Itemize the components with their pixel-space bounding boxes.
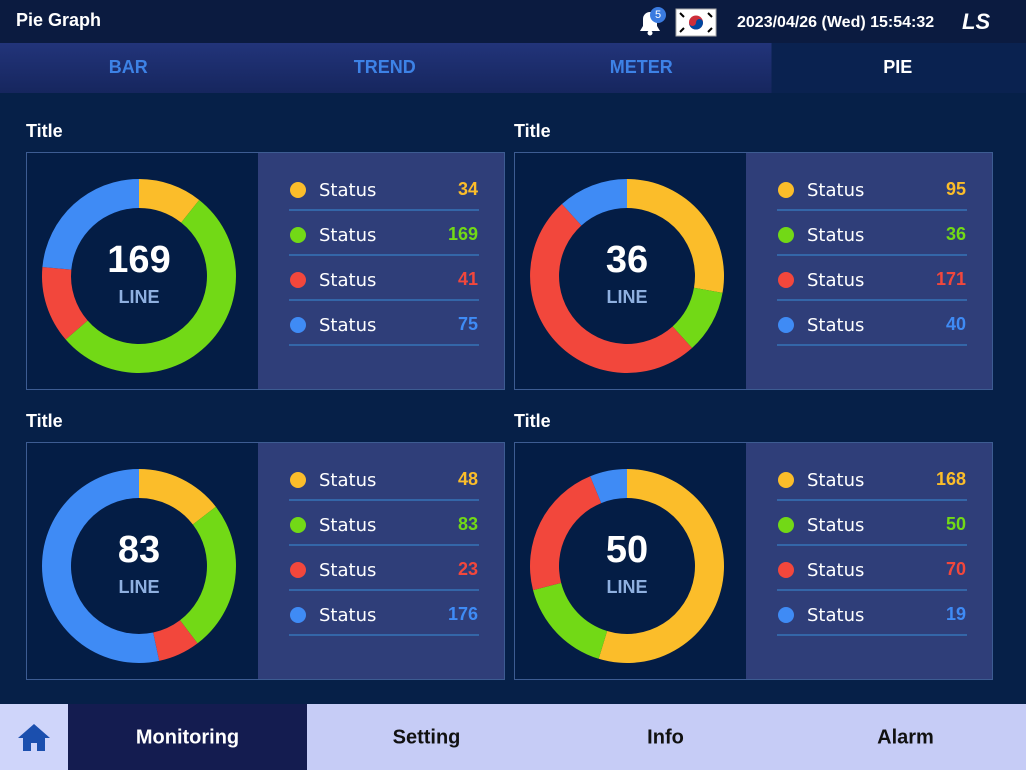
legend-value: 23 [458, 559, 478, 579]
legend-dot [290, 317, 306, 333]
donut-segment [42, 266, 88, 340]
center-label: LINE [606, 287, 647, 307]
center-label: LINE [118, 577, 159, 597]
donut-segment [180, 506, 236, 644]
legend-value: 34 [458, 179, 478, 199]
flag-icon[interactable] [675, 8, 717, 37]
nav-active[interactable] [68, 704, 307, 770]
legend-value: 75 [458, 314, 478, 334]
legend-value: 70 [946, 559, 966, 579]
legend-dot [778, 272, 794, 288]
tab-label[interactable]: METER [610, 57, 673, 77]
tab-label[interactable]: BAR [109, 57, 148, 77]
tab-label[interactable]: TREND [354, 57, 416, 77]
bell-icon[interactable]: 5 [640, 7, 666, 36]
legend-dot [778, 472, 794, 488]
legend-dot [290, 182, 306, 198]
legend-label: Status [807, 270, 864, 291]
donut-segment [41, 469, 160, 663]
legend-dot [778, 317, 794, 333]
nav-label[interactable]: Alarm [877, 726, 934, 748]
legend-label: Status [807, 315, 864, 336]
legend-label: Status [319, 605, 376, 626]
legend-value: 40 [946, 314, 966, 334]
legend-value: 176 [448, 604, 478, 624]
panel-title: Title [26, 121, 63, 141]
center-value: 36 [606, 239, 648, 281]
badge: 5 [655, 9, 661, 21]
donut-segment [598, 468, 725, 663]
donut-segment [672, 287, 723, 348]
legend-label: Status [319, 515, 376, 536]
panel-title: Title [514, 121, 551, 141]
nav-label[interactable]: Monitoring [136, 726, 239, 748]
legend-dot [778, 607, 794, 623]
legend-value: 50 [946, 514, 966, 534]
legend-dot [778, 182, 794, 198]
donut-segment [627, 179, 724, 293]
donut-segment [533, 582, 608, 659]
legend-value: 171 [936, 269, 966, 289]
page-title: Pie Graph [16, 10, 101, 30]
legend-dot [778, 227, 794, 243]
panel-title: Title [514, 411, 551, 431]
legend-value: 83 [458, 514, 478, 534]
legend-value: 48 [458, 469, 478, 489]
legend-dot [290, 227, 306, 243]
legend-value: 169 [448, 224, 478, 244]
nav-label[interactable]: Setting [393, 726, 461, 748]
legend-dot [290, 472, 306, 488]
legend-value: 36 [946, 224, 966, 244]
legend-dot [290, 607, 306, 623]
home-button[interactable] [0, 704, 68, 770]
donut-segment [561, 179, 627, 226]
legend-label: Status [807, 470, 864, 491]
donut-segment [65, 199, 237, 374]
legend-dot [290, 272, 306, 288]
logo: LS [962, 9, 990, 34]
tab-active[interactable] [771, 43, 1026, 93]
legend-value: 168 [936, 469, 966, 489]
legend-label: Status [807, 515, 864, 536]
legend-label: Status [319, 315, 376, 336]
top-bar [0, 0, 1026, 43]
legend-label: Status [319, 470, 376, 491]
donut-segment [139, 179, 200, 223]
legend-label: Status [319, 270, 376, 291]
nav-label[interactable]: Info [647, 726, 684, 748]
legend-dot [778, 517, 794, 533]
panel-title: Title [26, 411, 63, 431]
donut-segment [530, 204, 693, 373]
tab-label[interactable]: PIE [883, 57, 912, 77]
legend-label: Status [319, 180, 376, 201]
legend-value: 19 [946, 604, 966, 624]
center-label: LINE [606, 577, 647, 597]
legend-label: Status [319, 560, 376, 581]
donut-segment [153, 620, 198, 661]
legend-label: Status [319, 225, 376, 246]
donut-segment [530, 476, 602, 591]
legend-value: 41 [458, 269, 478, 289]
legend-label: Status [807, 225, 864, 246]
legend-label: Status [807, 560, 864, 581]
donut-segment [42, 179, 139, 270]
center-value: 83 [118, 529, 160, 571]
datetime: 2023/04/26 (Wed) 15:54:32 [737, 14, 934, 31]
center-value: 50 [606, 529, 648, 571]
legend-dot [290, 562, 306, 578]
center-label: LINE [118, 287, 159, 307]
legend-label: Status [807, 180, 864, 201]
center-value: 169 [107, 239, 170, 281]
legend-dot [290, 517, 306, 533]
legend-dot [778, 562, 794, 578]
donut-segment [139, 469, 216, 525]
legend-label: Status [807, 605, 864, 626]
legend-value: 95 [946, 179, 966, 199]
donut-segment [590, 469, 627, 504]
